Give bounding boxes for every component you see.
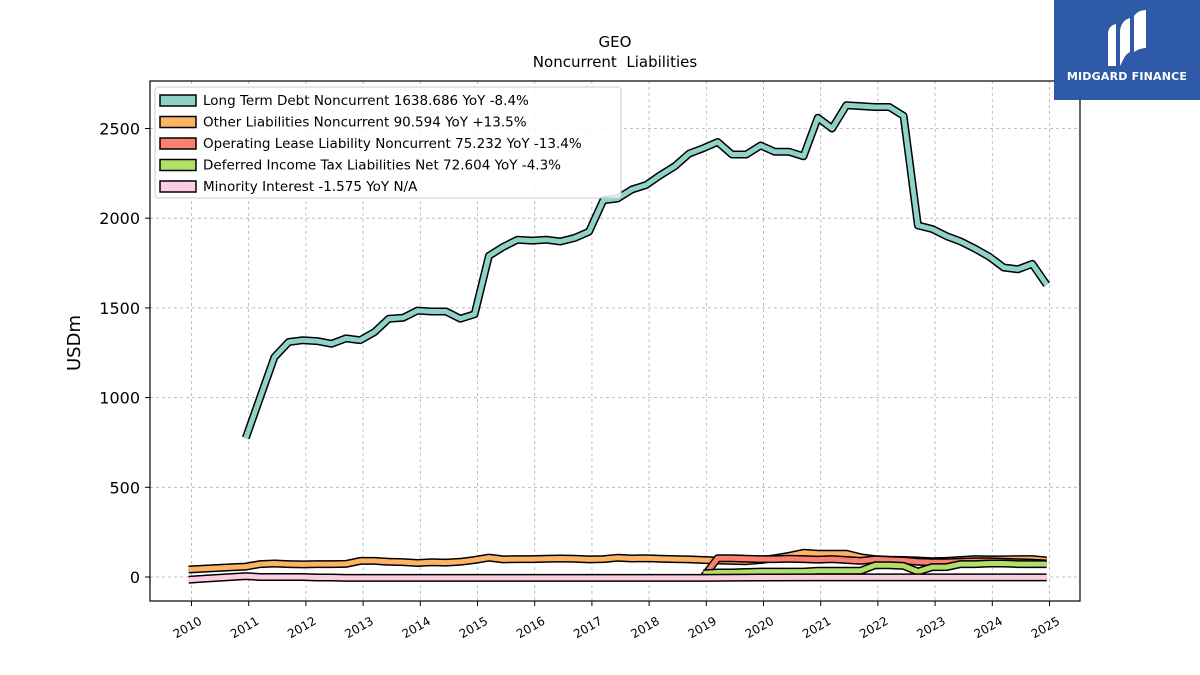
y-tick-label: 500 — [109, 478, 140, 497]
legend-swatch — [159, 180, 197, 193]
series-lines — [188, 101, 1050, 584]
y-tick-label: 2000 — [99, 209, 140, 228]
midgard-logo-icon — [1108, 10, 1146, 66]
x-tick-label: 2011 — [228, 614, 261, 641]
x-tick-label: 2025 — [1029, 614, 1062, 641]
x-tick-label: 2018 — [628, 614, 661, 641]
plot-frame — [149, 80, 1081, 602]
x-tick-label: 2021 — [800, 614, 833, 641]
y-tick-label: 2500 — [99, 120, 140, 139]
y-tick-label: 1000 — [99, 389, 140, 408]
x-tick-label: 2023 — [914, 614, 947, 641]
x-tick-label: 2022 — [857, 614, 890, 641]
legend-label: Operating Lease Liability Noncurrent 75.… — [203, 136, 582, 152]
legend-swatch — [159, 137, 197, 150]
legend-box — [154, 86, 622, 199]
legend-label: Minority Interest -1.575 YoY N/A — [203, 179, 418, 195]
x-tick-label: 2017 — [571, 614, 604, 641]
x-tick-label: 2012 — [285, 614, 318, 641]
y-tick-label: 0 — [130, 568, 140, 587]
x-tick-label: 2015 — [457, 614, 490, 641]
y-axis-label: USDm — [64, 315, 85, 371]
series-line-0 — [243, 102, 1049, 439]
x-tick-label: 2019 — [686, 614, 719, 641]
legend-label: Other Liabilities Noncurrent 90.594 YoY … — [203, 115, 527, 131]
x-tick-label: 2013 — [342, 614, 375, 641]
legend-label: Deferred Income Tax Liabilities Net 72.6… — [203, 158, 561, 174]
x-tick-label: 2010 — [171, 614, 204, 641]
y-tick-label: 1500 — [99, 299, 140, 318]
legend-swatch — [159, 115, 197, 129]
legend-swatch — [159, 94, 197, 107]
x-tick-label: 2016 — [514, 614, 547, 641]
logo-text: MIDGARD FINANCE — [1066, 70, 1188, 83]
x-tick-label: 2024 — [972, 614, 1005, 641]
legend-swatch — [159, 158, 197, 172]
chart-title: GEO — [599, 33, 632, 51]
x-tick-label: 2020 — [743, 614, 776, 641]
midgard-finance-logo: MIDGARD FINANCE — [1054, 0, 1200, 100]
series-line-3 — [703, 561, 1047, 576]
legend: Long Term Debt Noncurrent 1638.686 YoY -… — [154, 86, 622, 199]
series-line-4 — [188, 573, 1047, 583]
chart-subtitle: Noncurrent Liabilities — [533, 53, 698, 71]
x-tick-label: 2014 — [400, 614, 433, 641]
legend-label: Long Term Debt Noncurrent 1638.686 YoY -… — [203, 93, 529, 109]
